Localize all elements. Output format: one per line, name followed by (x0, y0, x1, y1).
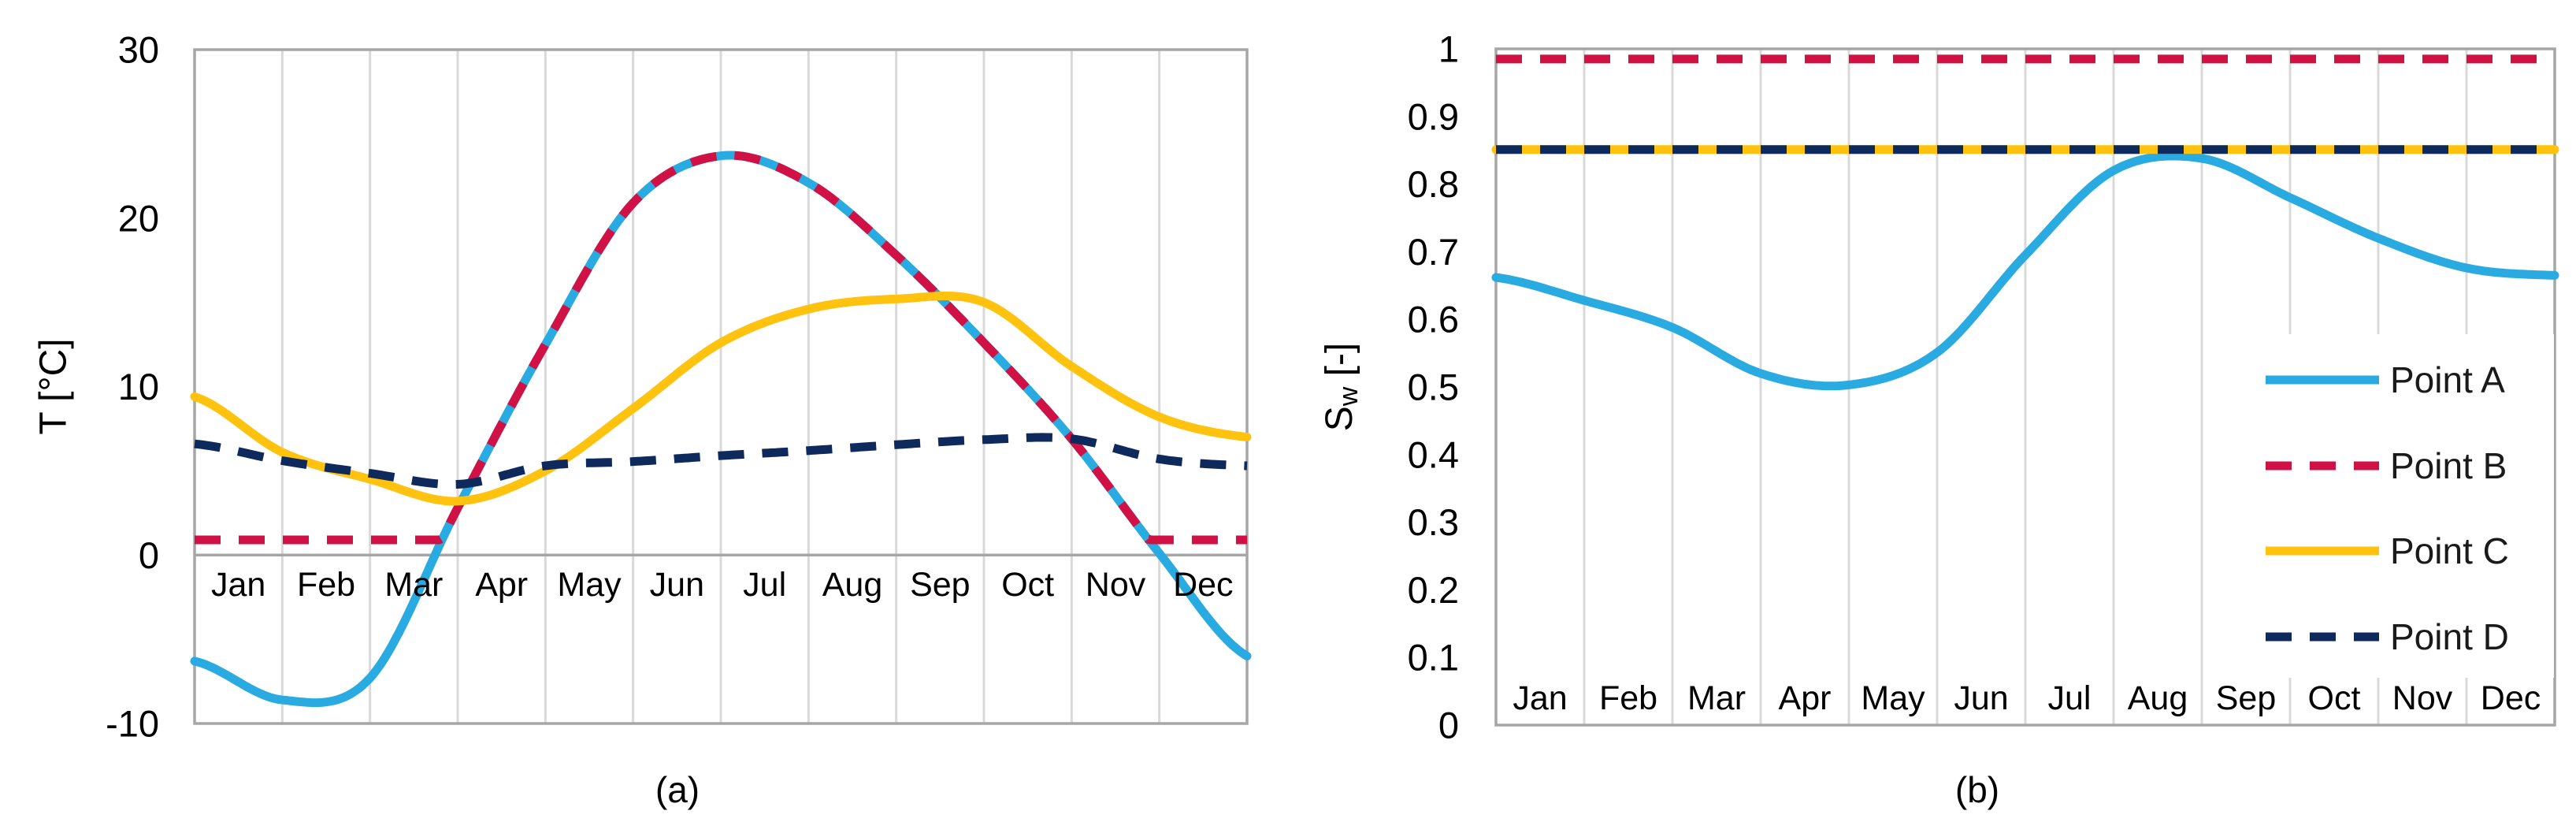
month-label-aug: Aug (2128, 679, 2188, 717)
caption-b: (b) (1955, 769, 1999, 810)
series-point-a (1491, 151, 2559, 391)
month-label-nov: Nov (2392, 679, 2453, 717)
plot-border (1494, 47, 2556, 727)
legend-label-point-b: Point B (2390, 445, 2507, 486)
ytick-label: 0 (139, 534, 159, 576)
chart-b-saturation: Jan Feb Mar Apr May Jun Jul Aug Sep Oct Nov Dec 1 0.9… (1319, 28, 2559, 746)
month-label-sep: Sep (910, 566, 971, 604)
month-label-mar: Mar (1687, 679, 1746, 717)
month-label-dec: Dec (2481, 679, 2541, 717)
ytick-label: 20 (118, 197, 159, 239)
legend-background (2250, 334, 2554, 678)
month-label-may: May (1861, 679, 1925, 717)
legend-label-point-d: Point D (2390, 616, 2509, 657)
ytick-label: 0.3 (1408, 501, 1459, 543)
ytick-label: 0.4 (1408, 433, 1459, 475)
month-label-jul: Jul (2048, 679, 2092, 717)
month-label-aug: Aug (822, 566, 883, 604)
plot-border (193, 48, 1249, 725)
caption-a: (a) (655, 769, 700, 810)
ytick-label: 0.8 (1408, 163, 1459, 205)
ytick-label: 0.6 (1408, 299, 1459, 340)
month-label-feb: Feb (297, 566, 355, 604)
y-axis-title: T [°C] (33, 338, 75, 434)
ytick-label: 0.5 (1408, 366, 1459, 408)
ytick-label: 30 (118, 29, 159, 71)
month-label-jan: Jan (1513, 679, 1567, 717)
series-point-d (194, 433, 1248, 489)
ytick-label: 0.9 (1408, 95, 1459, 137)
month-label-apr: Apr (475, 566, 528, 604)
month-label-jan: Jan (211, 566, 265, 604)
ytick-label: 0 (1438, 705, 1459, 746)
ytick-label: 10 (118, 366, 159, 407)
month-label-mar: Mar (384, 566, 443, 604)
month-label-jun: Jun (650, 566, 704, 604)
legend-label-point-c: Point C (2390, 530, 2509, 571)
ytick-label: 1 (1438, 28, 1459, 70)
chart-a-temperature: Jan Feb Mar Apr May Jun Jul Aug Sep Oct Nov Dec 30 20… (33, 29, 1252, 745)
y-axis-title: Sw [-] (1319, 343, 1364, 432)
ytick-label: 0.1 (1408, 637, 1459, 679)
month-label-jul: Jul (743, 566, 786, 604)
month-label-may: May (557, 566, 622, 604)
legend-label-point-a: Point A (2390, 359, 2505, 400)
ytick-label: 0.2 (1408, 569, 1459, 611)
ytick-label: 0.7 (1408, 231, 1459, 273)
month-label-dec: Dec (1173, 566, 1233, 604)
month-label-feb: Feb (1599, 679, 1657, 717)
month-label-oct: Oct (1001, 566, 1054, 604)
ytick-label: -10 (106, 703, 159, 745)
month-label-apr: Apr (1779, 679, 1832, 717)
month-label-sep: Sep (2216, 679, 2277, 717)
month-label-jun: Jun (1954, 679, 2008, 717)
series-point-c (190, 292, 1252, 506)
month-label-nov: Nov (1086, 566, 1146, 604)
month-label-oct: Oct (2308, 679, 2361, 717)
